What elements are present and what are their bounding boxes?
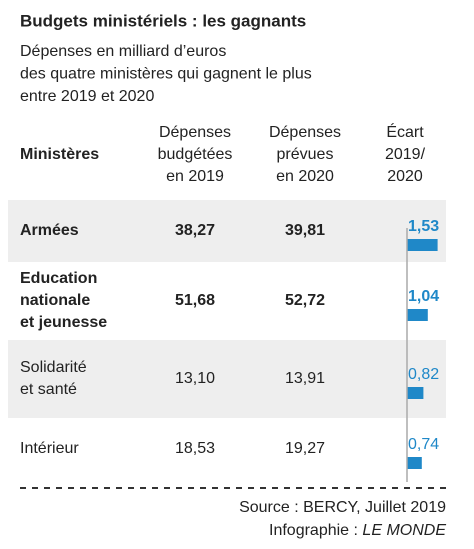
row-label: nationale [20,292,90,309]
row-label: Education [20,270,97,287]
column-header: Dépenses [269,124,341,141]
value-2019: 51,68 [175,292,215,309]
credit-prefix: Infographie : [269,522,362,539]
column-header: 2019/ [385,146,426,163]
subtitle: entre 2019 et 2020 [20,88,154,105]
value-2020: 52,72 [285,292,325,309]
value-2019: 38,27 [175,222,215,239]
value-2019: 13,10 [175,370,215,387]
row-background [8,340,446,418]
column-header: en 2020 [276,168,334,185]
column-header: Ministères [20,146,99,163]
ecart-bar [407,309,428,321]
value-2019: 18,53 [175,440,215,457]
ecart-bar [407,457,422,469]
title: Budgets ministériels : les gagnants [20,11,306,30]
value-2020: 39,81 [285,222,325,239]
column-header: budgétées [158,146,233,163]
value-2020: 19,27 [285,440,325,457]
column-header: Écart [386,122,424,141]
subtitle: Dépenses en milliard d’euros [20,43,226,60]
subtitle: des quatre ministères qui gagnent le plu… [20,66,312,83]
column-header: Dépenses [159,124,231,141]
ecart-label: 0,74 [408,436,439,453]
row-label: Solidarité [20,359,87,376]
column-header: en 2019 [166,168,224,185]
column-header: prévues [277,146,334,163]
row-label: et santé [20,381,77,398]
row-label: Intérieur [20,440,79,457]
row-label: et jeunesse [20,314,107,331]
ecart-label: 1,53 [408,218,439,235]
credit-name: LE MONDE [362,522,446,539]
ecart-label: 0,82 [408,366,439,383]
column-header: 2020 [387,168,423,185]
ecart-bar [407,239,438,251]
value-2020: 13,91 [285,370,325,387]
ecart-bar [407,387,424,399]
row-background [8,200,446,262]
credit: Infographie : LE MONDE [269,522,446,539]
source: Source : BERCY, Juillet 2019 [239,499,446,516]
ecart-label: 1,04 [408,288,439,305]
row-label: Armées [20,222,79,239]
